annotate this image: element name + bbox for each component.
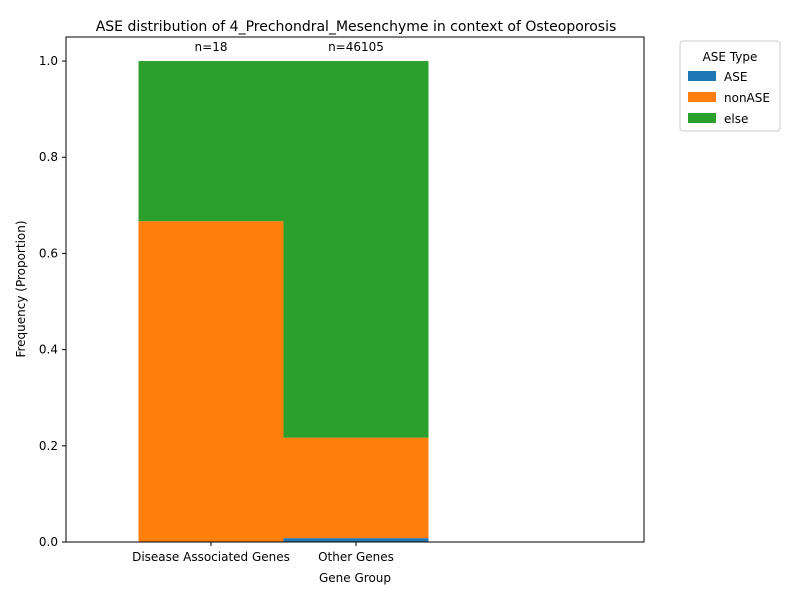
legend-label-nonase: nonASE [724, 91, 770, 105]
y-axis: 0.0 0.2 0.4 0.6 0.8 1.0 [39, 54, 66, 549]
bar-else-2 [283, 61, 429, 438]
count-labels: n=18 n=46105 [195, 40, 384, 54]
x-axis-label: Gene Group [319, 571, 391, 585]
legend-swatch-ase [688, 71, 716, 81]
count-label: n=46105 [328, 40, 384, 54]
legend-title: ASE Type [703, 50, 758, 64]
bar-nonase-2 [283, 437, 429, 539]
bar-nonase-1 [138, 221, 284, 542]
y-tick-label: 0.4 [39, 343, 58, 357]
x-tick-label: Other Genes [318, 550, 394, 564]
legend-items: ASE nonASE else [688, 70, 770, 126]
legend-swatch-nonase [688, 92, 716, 102]
y-tick-label: 0.2 [39, 439, 58, 453]
y-tick-label: 0.6 [39, 246, 58, 260]
chart-title: ASE distribution of 4_Prechondral_Mesenc… [96, 19, 617, 35]
y-tick-label: 0.0 [39, 535, 58, 549]
legend-label-ase: ASE [724, 70, 747, 84]
legend-label-else: else [724, 112, 748, 126]
bar-else-1 [138, 61, 284, 222]
legend-swatch-else [688, 113, 716, 123]
plot-frame [65, 36, 645, 543]
bar-ase-2 [283, 538, 429, 542]
y-tick-label: 1.0 [39, 54, 58, 68]
x-tick-label: Disease Associated Genes [132, 550, 290, 564]
y-tick-label: 0.8 [39, 150, 58, 164]
count-label: n=18 [195, 40, 228, 54]
legend-frame [679, 40, 781, 132]
x-axis: Disease Associated Genes Other Genes [132, 542, 394, 564]
y-axis-label: Frequency (Proportion) [14, 220, 28, 357]
legend: ASE Type ASE nonASE else [679, 40, 781, 132]
bars-layer [138, 61, 429, 542]
